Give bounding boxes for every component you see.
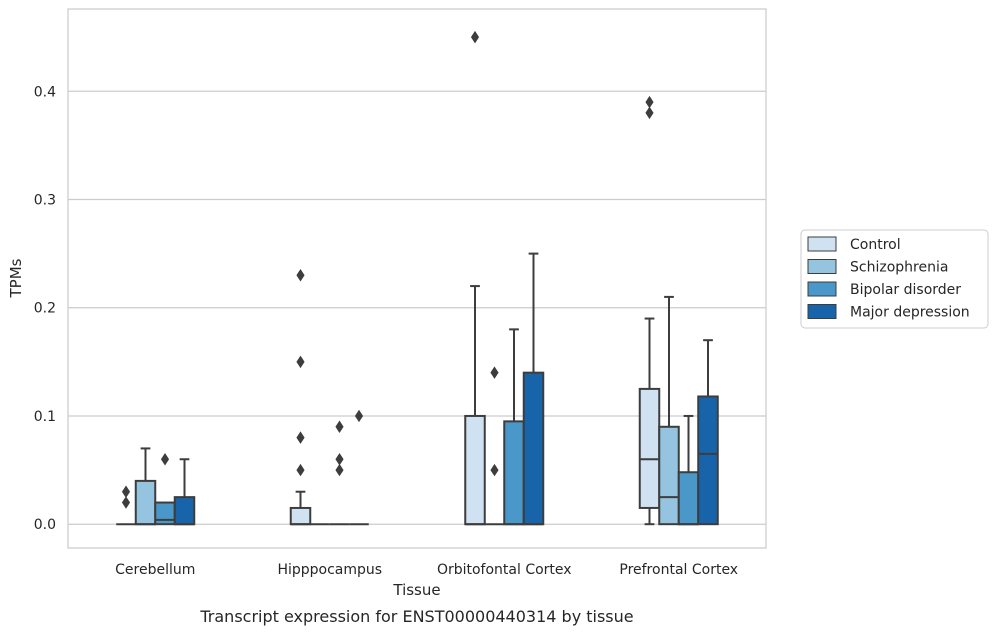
box-body (154, 501, 176, 526)
box-body (638, 387, 661, 509)
y-axis-label: TPMs (7, 258, 25, 298)
box-body (503, 420, 525, 526)
legend-label: Major depression (850, 305, 970, 321)
box-control (289, 269, 312, 526)
y-tick-label: 0.0 (34, 517, 56, 533)
outlier-point (296, 431, 305, 444)
box-body (522, 371, 545, 526)
y-tick-label: 0.1 (34, 409, 56, 425)
outlier-point (490, 463, 499, 477)
outlier-point (296, 463, 305, 477)
boxes-layer (116, 30, 719, 526)
box-body (134, 479, 157, 526)
legend-label: Bipolar disorder (850, 282, 961, 298)
legend-swatch (807, 259, 837, 274)
box-major-depression (522, 252, 545, 526)
legend-swatch (807, 281, 837, 297)
box-control (464, 30, 486, 526)
outlier-point (335, 420, 344, 434)
box-schizophrenia (134, 447, 157, 526)
x-tick-label: Orbitofontal Cortex (437, 562, 572, 578)
outlier-point (645, 95, 654, 109)
x-tick-label: Prefrontal Cortex (619, 562, 738, 578)
box-bipolar-disorder (677, 414, 700, 526)
box-body (658, 425, 680, 526)
y-tick-label: 0.2 (34, 301, 56, 317)
legend-swatch (807, 304, 837, 319)
outlier-point (121, 485, 131, 498)
plot-frame (67, 8, 767, 549)
y-tick-labels: 0.0 0.1 0.2 0.3 0.4 (34, 84, 56, 533)
box-schizophrenia (484, 366, 505, 526)
box-body (697, 395, 719, 526)
outlier-point (470, 30, 480, 44)
x-tick-label: Cerebellum (115, 562, 195, 578)
outlier-point (160, 453, 170, 466)
outlier-point (490, 366, 499, 379)
legend-label: Schizophrenia (850, 260, 948, 276)
outlier-point (296, 269, 305, 282)
y-tick-label: 0.4 (34, 84, 56, 100)
chart-title: Transcript expression for ENST0000044031… (199, 607, 633, 626)
box-bipolar-disorder (154, 453, 176, 526)
x-axis-label: Tissue (392, 581, 440, 599)
legend: Control Schizophrenia Bipolar disorder Majo… (800, 229, 989, 329)
box-major-depression (349, 409, 369, 526)
box-body (464, 414, 486, 526)
box-bipolar-disorder (329, 420, 350, 526)
x-tick-labels: Cerebellum Hipppocampus Orbitofontal Corte… (115, 562, 738, 578)
outlier-point (645, 106, 654, 120)
outlier-point (121, 496, 131, 509)
legend-box (800, 229, 989, 329)
box-body (173, 496, 196, 526)
outlier-point (296, 355, 305, 369)
y-tick-label: 0.3 (34, 192, 56, 208)
outlier-point (354, 409, 364, 423)
outlier-point (335, 463, 344, 477)
box-major-depression (697, 339, 719, 526)
box-body (289, 506, 312, 526)
legend-swatch (807, 236, 837, 252)
box-body (677, 471, 700, 526)
x-tick-label: Hipppocampus (277, 562, 382, 578)
box-control (116, 485, 136, 526)
box-major-depression (173, 458, 196, 526)
outlier-point (335, 453, 344, 466)
legend-label: Control (850, 237, 901, 253)
